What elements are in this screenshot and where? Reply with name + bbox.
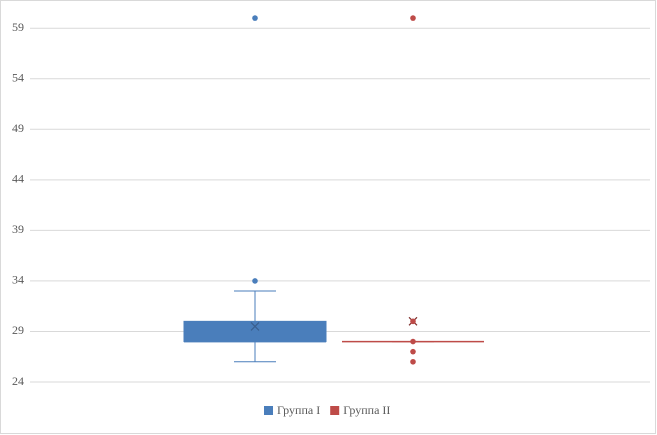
y-tick-label: 34 xyxy=(12,273,24,287)
y-tick-label: 44 xyxy=(12,172,24,186)
legend-label: Группа II xyxy=(343,403,390,417)
outlier xyxy=(410,15,416,21)
legend-swatch xyxy=(264,406,273,415)
box xyxy=(183,320,327,343)
legend-swatch xyxy=(330,406,340,415)
y-tick-label: 24 xyxy=(12,374,24,388)
outlier xyxy=(252,15,258,21)
y-tick-label: 54 xyxy=(12,71,24,85)
y-tick-label: 29 xyxy=(12,323,24,337)
y-tick-label: 49 xyxy=(12,121,24,135)
mean-marker xyxy=(250,321,260,331)
y-tick-label: 39 xyxy=(12,222,24,236)
outlier xyxy=(410,348,416,355)
outlier xyxy=(410,358,416,365)
outlier xyxy=(410,318,416,325)
y-tick-label: 59 xyxy=(12,20,24,34)
outlier xyxy=(410,338,416,345)
legend-label: Группа I xyxy=(277,403,320,417)
outlier xyxy=(252,278,258,284)
